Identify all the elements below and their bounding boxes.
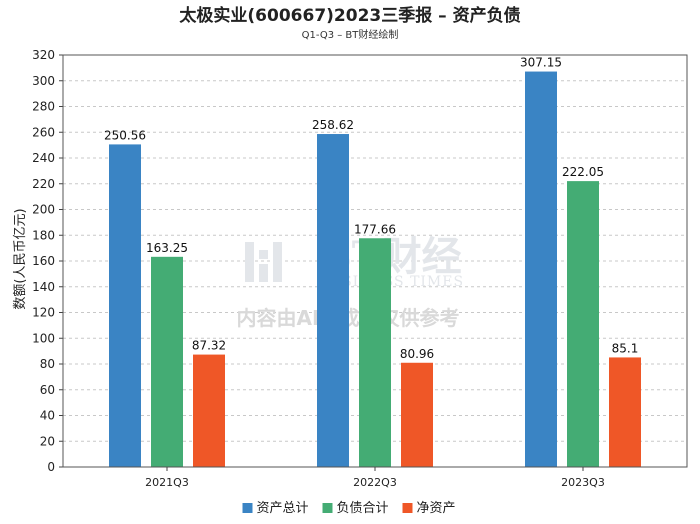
bars: 250.56 163.25 87.32 258.62 177.66 80.96 307.15… [104,56,641,468]
bar [151,256,183,467]
bar [609,357,641,467]
bar [567,181,599,467]
y-tick-label: 120 [32,306,55,320]
y-tick-label: 140 [32,280,55,294]
x-tick-label: 2021Q3 [145,476,189,489]
data-label: 177.66 [354,222,396,236]
y-tick-label: 60 [40,383,55,397]
y-tick-label: 200 [32,203,55,217]
data-label: 80.96 [400,347,434,361]
y-tick-label: 100 [32,331,55,345]
y-tick-label: 280 [32,100,55,114]
x-tick-label: 2023Q3 [561,476,605,489]
legend-swatch [242,503,253,513]
y-tick-label: 220 [32,177,55,191]
data-label: 85.1 [612,341,639,355]
bar [359,238,391,467]
y-tick-label: 240 [32,151,55,165]
y-tick-label: 20 [40,434,55,448]
legend: 资产总计 负债合计 净资产 [242,501,456,516]
y-axis-label: 数额(人民币亿元) [13,208,28,309]
bar [109,144,141,468]
data-label: 87.32 [192,339,226,353]
data-label: 307.15 [520,56,562,70]
y-tick-label: 80 [40,357,55,371]
bar [317,134,349,468]
bar [525,71,557,467]
x-tick-label: 2022Q3 [353,476,397,489]
data-label: 163.25 [146,241,188,255]
chart-subtitle: Q1-Q3 – BT财经绘制 [302,28,399,41]
legend-swatch [322,503,333,513]
chart-title: 太极实业(600667)2023三季报 – 资产负债 [179,5,520,26]
data-label: 250.56 [104,128,146,142]
data-label: 258.62 [312,118,354,132]
axes: 0 20 40 60 80 100 120 140 160 180 200 220 240 260 280 3… [32,48,688,489]
bar [193,354,225,467]
legend-label: 负债合计 [337,501,389,516]
y-tick-label: 320 [32,48,55,62]
y-tick-label: 160 [32,254,55,268]
y-tick-label: 180 [32,228,55,242]
watermark: BT财经 BUSINESS TIMES 内容由AI生成，仅供参考 [237,233,464,330]
y-tick-label: 300 [32,74,55,88]
data-label: 222.05 [562,165,604,179]
bar [401,362,433,467]
legend-swatch [402,503,413,513]
y-tick-label: 40 [40,409,55,423]
bt-logo-icon [245,242,282,282]
y-tick-label: 260 [32,125,55,139]
legend-label: 资产总计 [257,501,309,516]
y-tick-label: 0 [47,460,55,474]
legend-label: 净资产 [417,501,456,516]
